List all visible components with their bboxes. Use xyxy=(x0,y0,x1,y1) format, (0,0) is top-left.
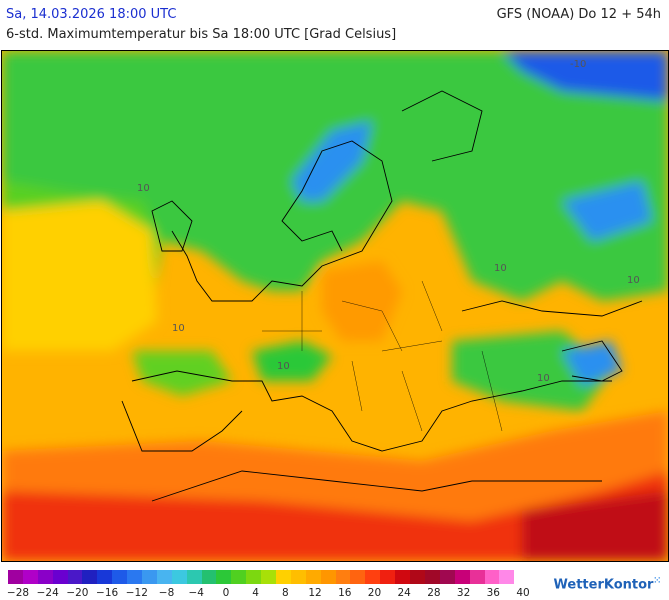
legend-swatch xyxy=(156,570,172,584)
legend-swatch xyxy=(469,570,485,584)
legend-swatch xyxy=(484,570,500,584)
legend-swatch xyxy=(439,570,455,584)
legend-tick-label: 36 xyxy=(486,587,500,599)
legend-swatch xyxy=(320,570,336,584)
legend-tick-label: 0 xyxy=(222,587,230,599)
legend-swatch xyxy=(142,570,157,584)
valid-time: Sa, 14.03.2026 18:00 UTC xyxy=(6,7,177,22)
legend-tick-label: 32 xyxy=(456,587,471,599)
brand-name[interactable]: WetterKontor xyxy=(553,577,654,593)
legend-swatch xyxy=(290,570,306,584)
legend-tick-label: −16 xyxy=(96,587,119,599)
legend-swatch xyxy=(350,570,366,584)
contour-label: 10 xyxy=(537,373,550,384)
legend-tick-label: −4 xyxy=(188,587,204,599)
legend-tick-label: 40 xyxy=(516,587,530,599)
legend-tick-label: 4 xyxy=(252,587,259,599)
legend-swatch xyxy=(380,570,396,584)
legend-tick-label: −8 xyxy=(158,587,175,599)
brand-dots-icon: ⁙ xyxy=(653,576,661,586)
legend-swatch xyxy=(335,570,351,584)
legend-swatch xyxy=(67,570,83,584)
legend-swatch xyxy=(424,570,440,584)
legend-swatch xyxy=(216,570,232,584)
legend-swatch xyxy=(231,570,247,584)
legend-swatch xyxy=(499,570,515,584)
model-run: GFS (NOAA) Do 12 + 54h xyxy=(496,7,661,22)
legend-swatch xyxy=(395,570,411,584)
contour-label: 10 xyxy=(277,361,290,372)
legend-swatch xyxy=(276,570,291,584)
legend-swatch xyxy=(127,570,143,584)
legend-tick-label: −12 xyxy=(125,587,148,599)
legend-swatch xyxy=(22,570,38,584)
legend-swatch xyxy=(82,570,98,584)
legend-swatch xyxy=(246,570,262,584)
coastlines xyxy=(121,90,643,502)
legend-tick-label: 16 xyxy=(338,587,352,599)
legend-swatch xyxy=(8,570,23,584)
legend-swatch xyxy=(97,570,113,584)
brand-logo[interactable]: WetterKontor⁙ xyxy=(554,576,661,592)
legend-tick-label: 12 xyxy=(308,587,322,599)
legend-swatch xyxy=(112,570,128,584)
legend-swatch xyxy=(37,570,53,584)
contour-label: 10 xyxy=(137,183,150,194)
contour-label: -10 xyxy=(570,59,586,70)
legend-swatch xyxy=(454,570,470,584)
legend-tick-label: −28 xyxy=(6,587,30,599)
borders xyxy=(262,280,503,432)
legend-swatch xyxy=(201,570,217,584)
legend-swatch xyxy=(171,570,187,584)
legend-tick-label: 24 xyxy=(397,587,411,599)
map-subtitle: 6-std. Maximumtemperatur bis Sa 18:00 UT… xyxy=(6,27,397,42)
color-legend xyxy=(8,570,515,584)
legend-tick-label: 28 xyxy=(427,587,441,599)
legend-swatch xyxy=(186,570,202,584)
legend-swatch xyxy=(52,570,68,584)
legend-swatch xyxy=(365,570,381,584)
contour-label: 10 xyxy=(627,275,640,286)
temperature-map: 10 10 10 10 10 10 -10 xyxy=(1,50,669,562)
legend-swatch xyxy=(410,570,425,584)
legend-swatch xyxy=(305,570,321,584)
legend-swatch xyxy=(261,570,277,584)
legend-tick-label: −24 xyxy=(36,587,59,599)
legend-ticks: −28 −24 −20 −16 −12 −8 −4 0 4 8 12 16 20 24 28 32 36 40 xyxy=(6,587,533,599)
contour-label: 10 xyxy=(172,323,185,334)
legend-tick-label: 8 xyxy=(282,587,289,599)
legend-tick-label: −20 xyxy=(66,587,89,599)
contour-label: 10 xyxy=(494,263,507,274)
legend-tick-label: 20 xyxy=(367,587,382,599)
